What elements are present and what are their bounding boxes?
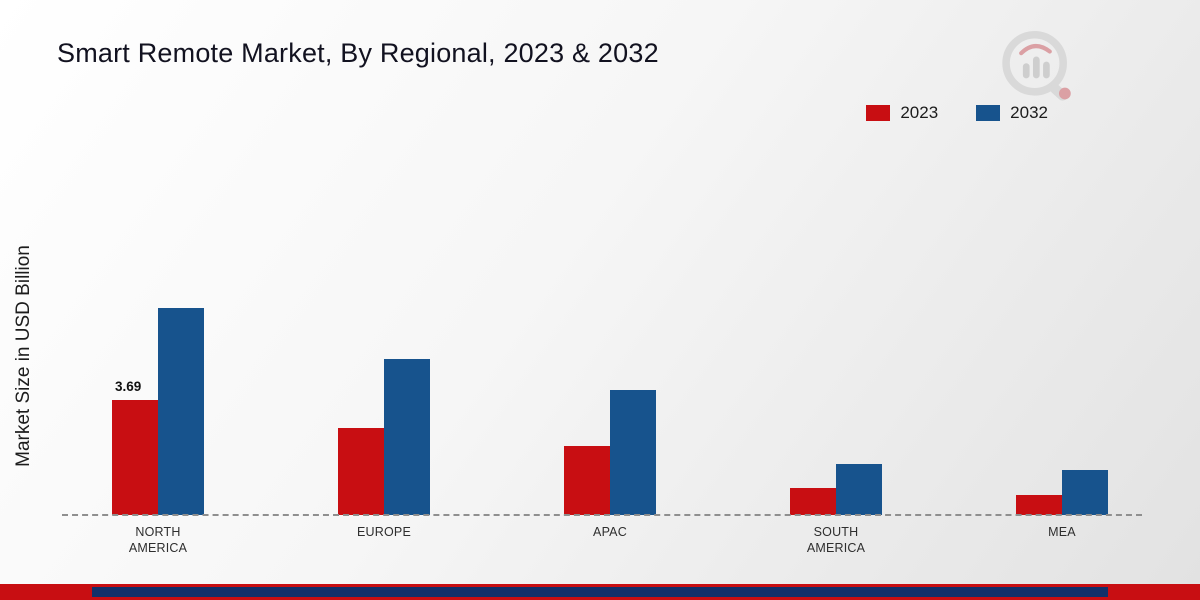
bar-2032 [836,464,882,515]
legend-swatch-2023 [866,105,891,121]
bar-pair [564,390,656,515]
bar-group: MEA [1016,150,1108,539]
legend-swatch-2032 [976,105,1001,121]
legend-item-2032: 2032 [976,103,1048,123]
bar-2032 [158,308,204,515]
bar-group: 3.69 NORTH AMERICA [112,150,204,555]
bar-group: SOUTH AMERICA [790,150,882,555]
x-axis-category-label: SOUTH AMERICA [806,525,866,556]
brand-logo-watermark-icon [1002,30,1071,101]
bar-pair [790,464,882,515]
bar-2032 [1062,470,1108,515]
x-axis-category-label: EUROPE [357,525,411,539]
legend: 2023 2032 [866,103,1048,123]
chart-title: Smart Remote Market, By Regional, 2023 &… [57,38,659,68]
y-axis-label: Market Size in USD Billion [13,245,34,467]
bar-group: APAC [564,150,656,539]
bar-2032 [610,390,656,515]
bar-2023 [1016,495,1062,515]
bar-2023 [564,446,610,515]
bar-group: EUROPE [338,150,430,539]
bar-pair [1016,470,1108,515]
bar-pair [338,359,430,515]
bar-pair: 3.69 [112,308,204,515]
x-axis-category-label: MEA [1048,525,1076,539]
bar-2032 [384,359,430,515]
bar-value-label: 3.69 [115,379,142,394]
plot-area: 3.69 NORTH AMERICA EUROPE APAC SOUTH AMERICA… [45,150,1175,555]
legend-label-2023: 2023 [900,103,939,122]
bar-2023: 3.69 [112,379,158,515]
legend-label-2032: 2032 [1010,103,1048,122]
bar-2023 [790,488,836,515]
x-axis-category-label: NORTH AMERICA [128,525,188,556]
x-axis-category-label: APAC [593,525,627,539]
footer-navy-bar [92,587,1108,597]
x-axis-baseline [62,514,1142,516]
bar-2023 [338,428,384,515]
legend-item-2023: 2023 [866,103,938,123]
